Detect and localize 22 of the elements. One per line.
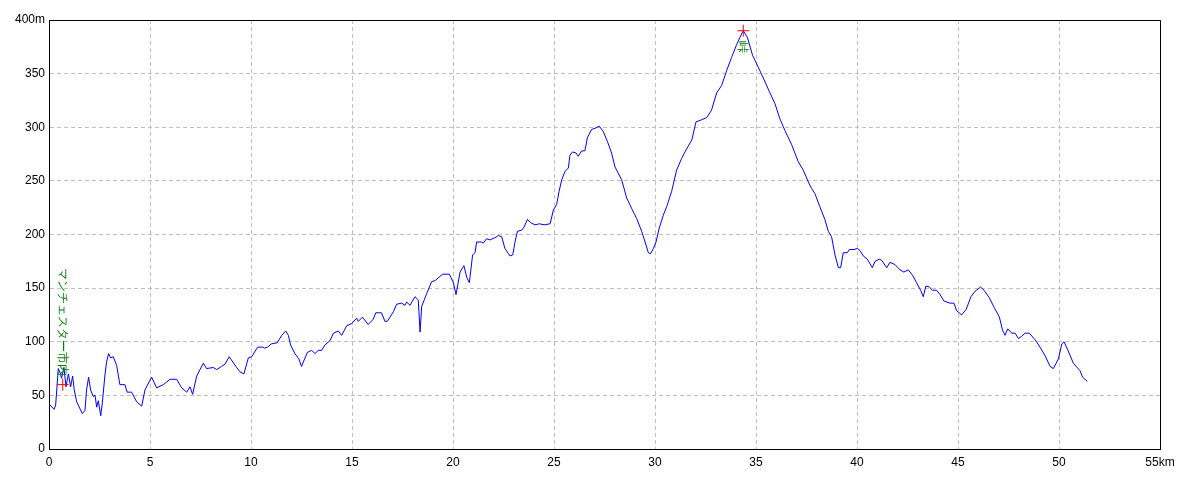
annotation: 峠	[736, 40, 751, 53]
x-tick-label: 40	[850, 454, 864, 469]
y-tick-label: 400m	[14, 12, 45, 27]
y-tick-label: 350	[24, 65, 46, 80]
x-tick-label: 35	[749, 454, 763, 469]
y-tick-label: 0	[38, 441, 46, 456]
x-tick-label: 5	[146, 454, 154, 469]
x-tick-label: 10	[244, 454, 258, 469]
x-tick-label: 45	[951, 454, 965, 469]
x-tick-label: 30	[648, 454, 662, 469]
x-tick-label: 50	[1052, 454, 1066, 469]
y-tick-label: 200	[24, 226, 46, 241]
x-tick-label: 20	[446, 454, 460, 469]
x-tick-label: 25	[547, 454, 561, 469]
x-tick-label: 55km	[1145, 454, 1175, 469]
y-tick-label: 150	[24, 280, 46, 295]
y-tick-label: 300	[24, 119, 46, 134]
x-tick-label: 15	[345, 454, 359, 469]
annotation: マンチェスター市内	[55, 267, 70, 376]
y-tick-label: 250	[24, 173, 46, 188]
y-tick-label: 100	[24, 334, 46, 349]
y-tick-label: 50	[31, 387, 46, 402]
